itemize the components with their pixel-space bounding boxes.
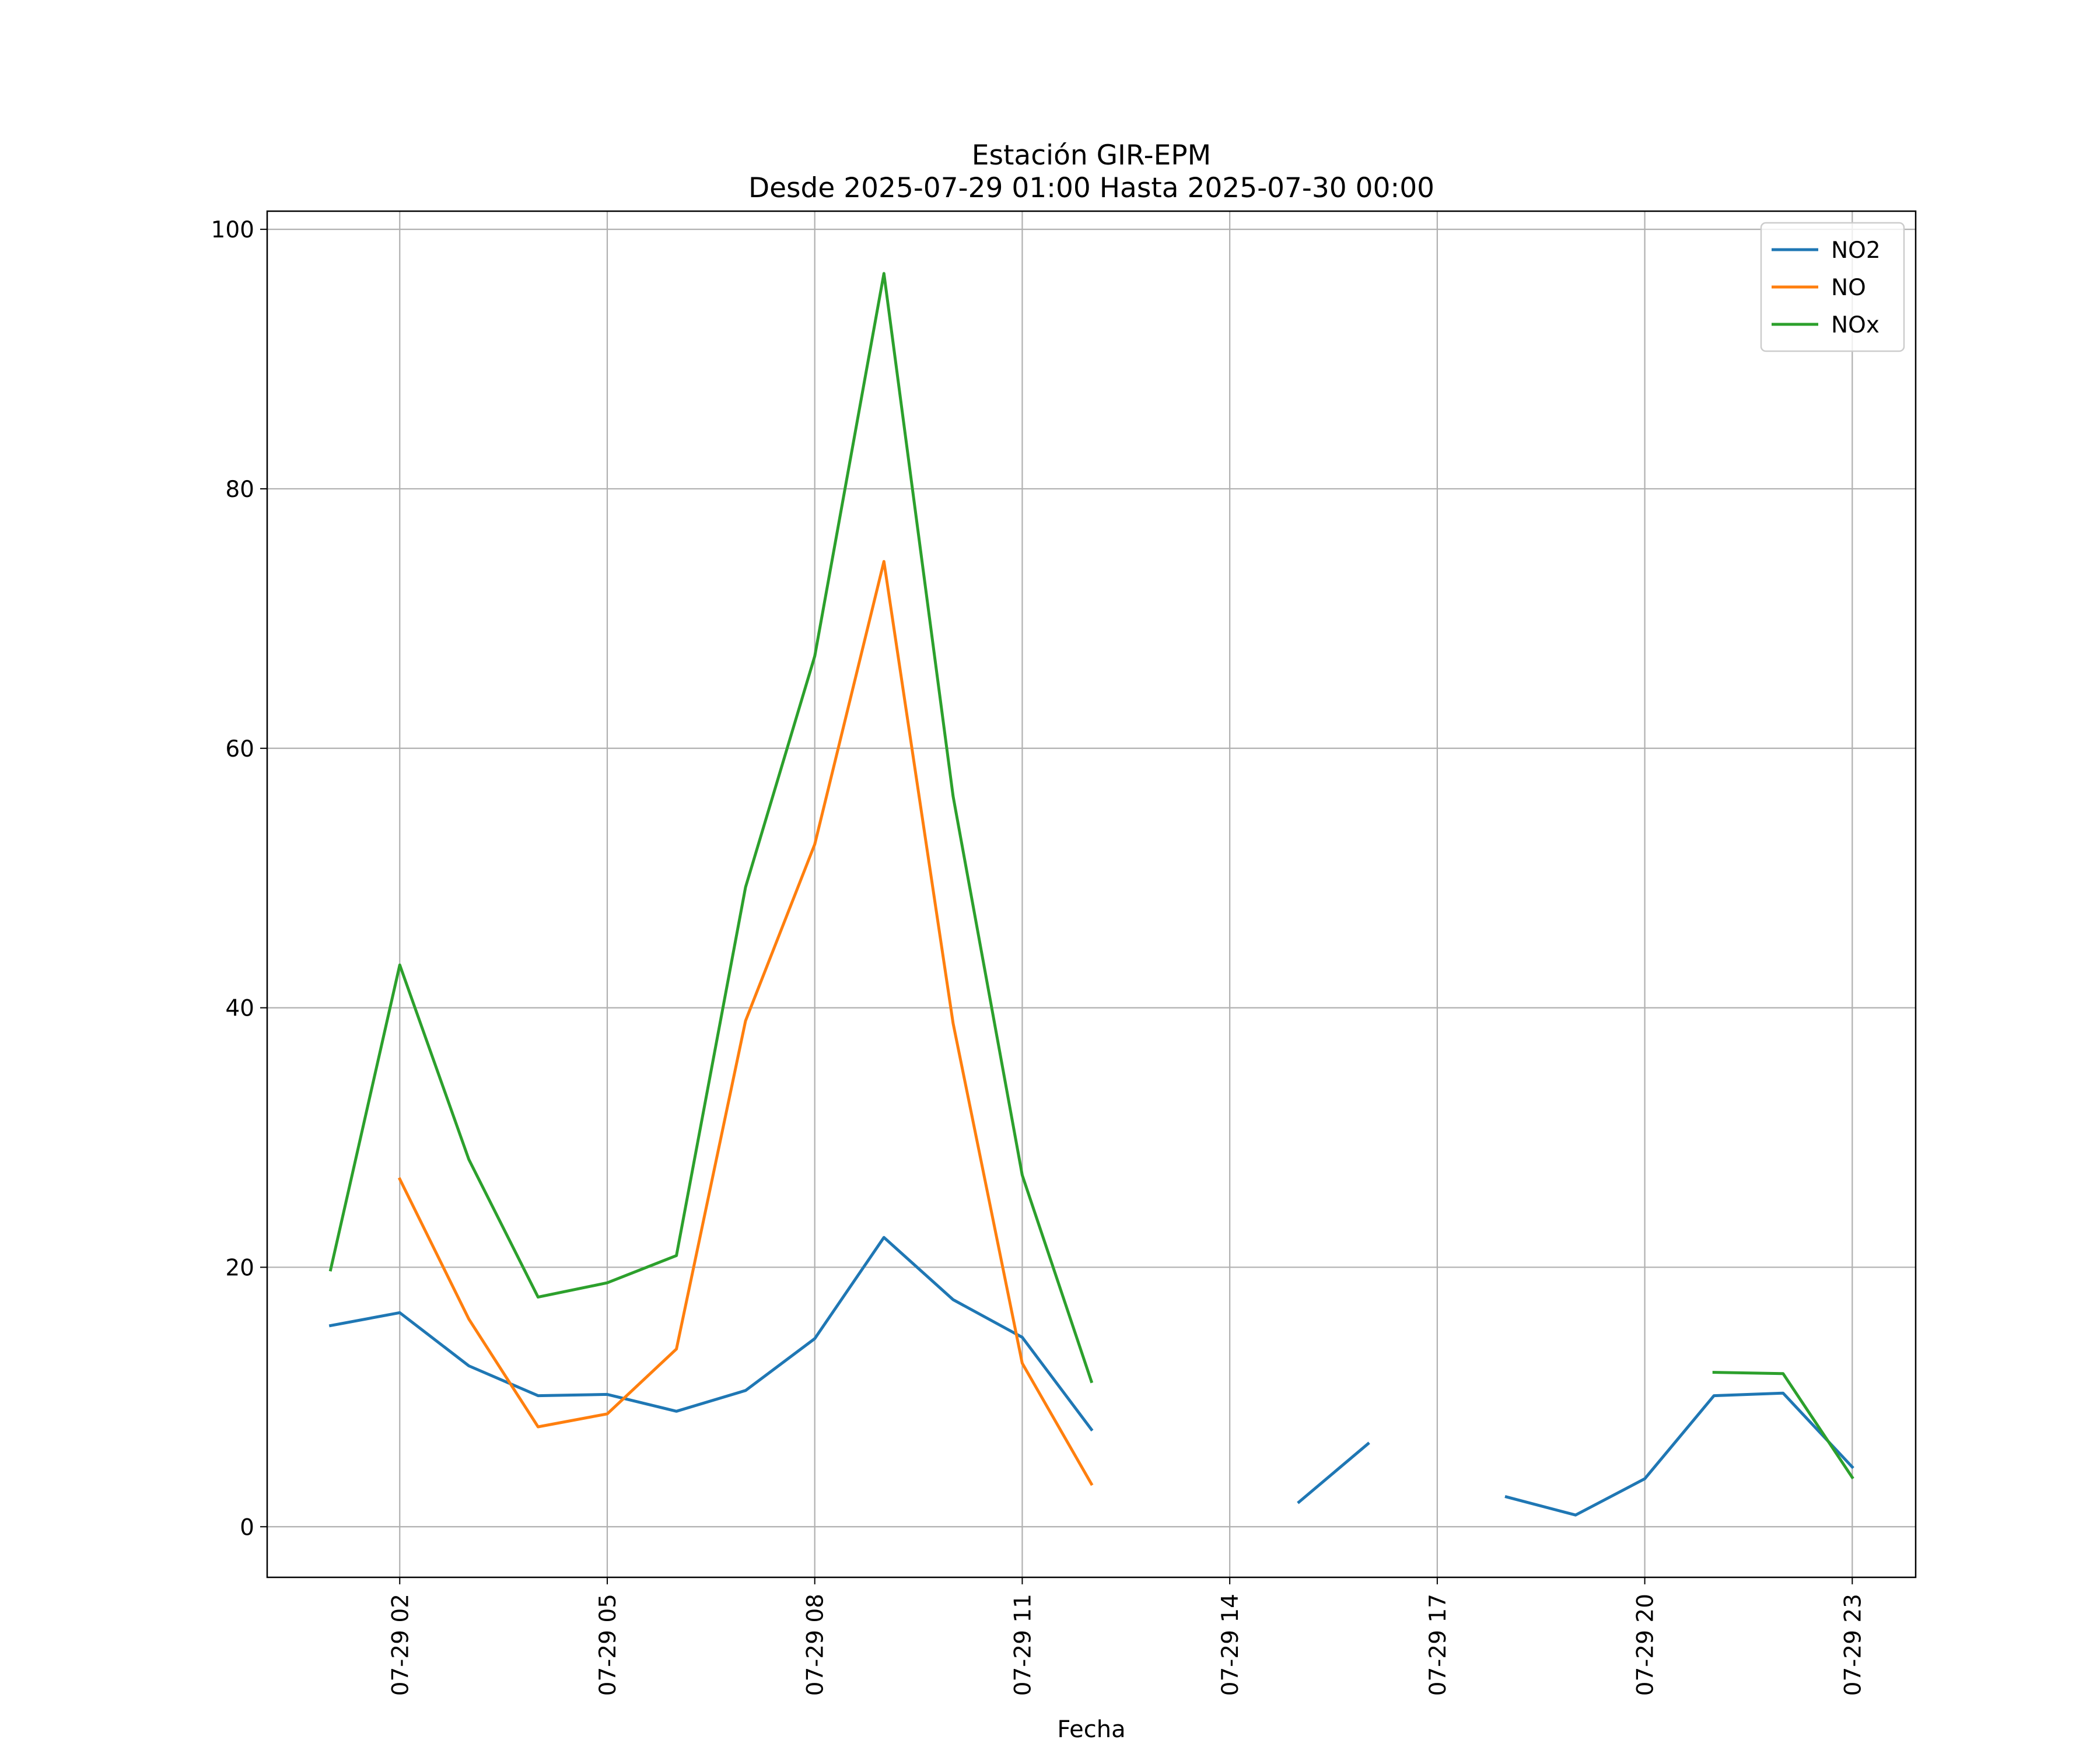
series-nox bbox=[328, 272, 1854, 1480]
series-no bbox=[397, 560, 1094, 1486]
legend: NO2 NO NOx bbox=[1760, 222, 1905, 352]
plot-frame bbox=[266, 210, 1917, 1578]
series-line-no2 bbox=[1504, 1391, 1854, 1517]
y-tick-label: 60 bbox=[225, 736, 254, 762]
x-tick-label: 07-29 17 bbox=[1425, 1594, 1451, 1696]
y-tick-label: 80 bbox=[225, 477, 254, 503]
legend-label: NO2 bbox=[1831, 237, 1881, 264]
ticks: 0 20 40 60 80 100 07-29 02 07-29 05 07-29 08 07-2… bbox=[211, 217, 1867, 1696]
x-tick-label: 07-29 05 bbox=[595, 1594, 621, 1696]
y-tick-label: 0 bbox=[240, 1514, 254, 1541]
legend-box bbox=[1760, 222, 1905, 352]
y-tick-label: 40 bbox=[225, 996, 254, 1022]
x-tick-label: 07-29 11 bbox=[1010, 1594, 1036, 1696]
series-line-no2 bbox=[328, 1236, 1094, 1432]
x-axis-label: Fecha bbox=[1057, 1716, 1125, 1743]
chart-title: Estación GIR-EPM bbox=[972, 139, 1211, 172]
series-no2 bbox=[328, 1236, 1854, 1517]
x-tick-label: 07-29 08 bbox=[803, 1594, 829, 1696]
legend-label: NO bbox=[1831, 275, 1866, 301]
series-line-nox bbox=[1712, 1371, 1854, 1480]
x-tick-label: 07-29 23 bbox=[1840, 1594, 1866, 1696]
grid bbox=[267, 211, 1916, 1577]
series-line-nox bbox=[328, 272, 1094, 1384]
y-tick-label: 100 bbox=[211, 217, 254, 243]
y-tick-label: 20 bbox=[225, 1255, 254, 1281]
series-line-no bbox=[397, 560, 1094, 1486]
series-line-no2 bbox=[1297, 1441, 1370, 1504]
x-tick-label: 07-29 14 bbox=[1217, 1594, 1244, 1696]
x-tick-label: 07-29 02 bbox=[387, 1594, 414, 1696]
series-layer bbox=[328, 272, 1854, 1517]
legend-label: NOx bbox=[1831, 312, 1880, 338]
x-tick-label: 07-29 20 bbox=[1633, 1594, 1659, 1696]
chart-subtitle: Desde 2025-07-29 01:00 Hasta 2025-07-30 … bbox=[748, 172, 1434, 204]
